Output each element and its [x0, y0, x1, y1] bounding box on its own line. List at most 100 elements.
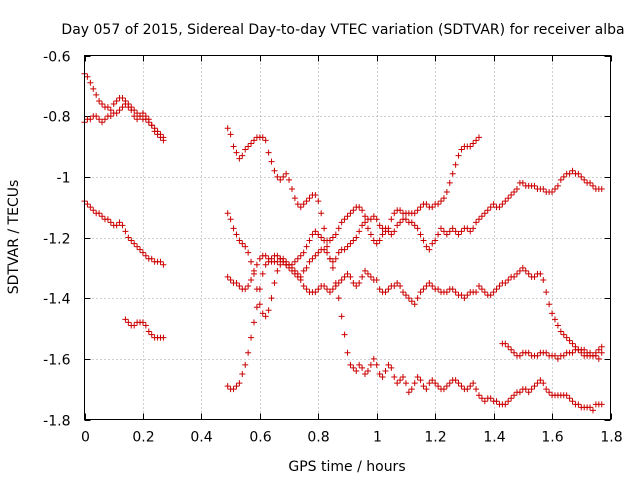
x-tick-label: 0.8 — [307, 430, 329, 446]
data-point — [417, 231, 424, 238]
data-point — [253, 261, 260, 268]
data-point — [487, 395, 494, 402]
data-point — [414, 374, 421, 381]
data-point — [476, 283, 482, 290]
data-point — [119, 222, 126, 229]
data-point — [464, 225, 471, 232]
data-point — [256, 301, 263, 308]
data-point — [397, 219, 404, 226]
data-point — [516, 389, 523, 396]
data-point — [280, 173, 287, 180]
data-point — [534, 380, 541, 387]
data-point — [438, 225, 445, 232]
data-point — [487, 292, 494, 299]
data-point — [300, 267, 307, 274]
data-point — [312, 252, 319, 259]
data-point — [119, 104, 126, 111]
data-point — [245, 143, 252, 150]
data-point — [440, 386, 447, 393]
data-point — [516, 352, 523, 359]
x-tick-label: 1.2 — [424, 430, 446, 446]
data-point — [99, 213, 106, 220]
data-point — [461, 295, 468, 302]
data-point — [294, 270, 301, 277]
data-point — [87, 116, 94, 123]
data-point — [245, 349, 252, 356]
data-point — [458, 146, 465, 153]
data-point — [341, 331, 348, 338]
data-point — [160, 137, 167, 144]
data-point — [598, 349, 605, 356]
data-point — [414, 225, 421, 232]
data-point — [239, 152, 246, 159]
data-point — [362, 267, 369, 274]
data-point — [145, 116, 152, 123]
data-point — [300, 201, 307, 208]
data-point — [306, 258, 313, 265]
data-point — [546, 301, 553, 308]
data-point — [458, 383, 465, 390]
data-point — [557, 176, 564, 183]
data-point — [362, 213, 369, 220]
data-point — [160, 334, 167, 341]
x-tick-label: 0.4 — [190, 430, 212, 446]
data-point — [578, 173, 585, 180]
data-point — [557, 328, 564, 335]
data-point — [230, 386, 237, 393]
x-tick-label: 1.4 — [483, 430, 505, 446]
data-point — [502, 280, 509, 286]
data-point — [268, 255, 275, 262]
data-point — [353, 283, 360, 290]
data-point — [315, 249, 322, 256]
data-point — [484, 207, 491, 214]
data-point — [487, 204, 494, 211]
data-point — [490, 201, 497, 208]
data-point — [476, 392, 482, 399]
data-point — [397, 207, 404, 214]
data-point — [432, 380, 439, 387]
data-point — [546, 389, 553, 396]
data-point — [291, 258, 298, 265]
data-point — [382, 367, 389, 374]
data-point — [455, 231, 462, 238]
data-point — [125, 319, 132, 326]
data-point — [379, 374, 386, 381]
data-point — [551, 352, 558, 359]
data-point — [277, 176, 284, 183]
data-point — [563, 334, 570, 341]
data-point — [446, 228, 453, 235]
data-point — [119, 94, 126, 101]
data-point — [473, 289, 480, 296]
data-point — [324, 243, 331, 250]
data-point — [356, 228, 363, 235]
data-point — [408, 386, 415, 393]
data-point — [248, 258, 255, 265]
data-point — [391, 283, 398, 290]
data-point — [335, 225, 342, 232]
data-point — [429, 283, 436, 290]
data-point — [537, 270, 544, 277]
data-point — [113, 110, 120, 117]
x-tick-label: 1 — [373, 430, 382, 446]
data-point — [388, 231, 395, 238]
data-point — [420, 237, 427, 244]
data-point — [376, 371, 383, 377]
data-point — [344, 270, 351, 277]
series-s6 — [224, 134, 482, 320]
data-point — [581, 176, 588, 183]
data-point — [540, 380, 547, 387]
data-point — [90, 207, 97, 214]
data-point — [253, 304, 260, 311]
data-point — [353, 234, 360, 241]
data-point — [309, 255, 316, 262]
data-point — [362, 219, 369, 226]
data-point — [151, 128, 158, 135]
data-point — [598, 343, 605, 350]
data-point — [116, 219, 123, 226]
data-point — [373, 361, 380, 368]
data-point — [259, 134, 266, 141]
data-point — [315, 286, 322, 293]
data-point — [467, 383, 474, 390]
data-point — [595, 355, 602, 362]
series-s4 — [122, 316, 167, 341]
